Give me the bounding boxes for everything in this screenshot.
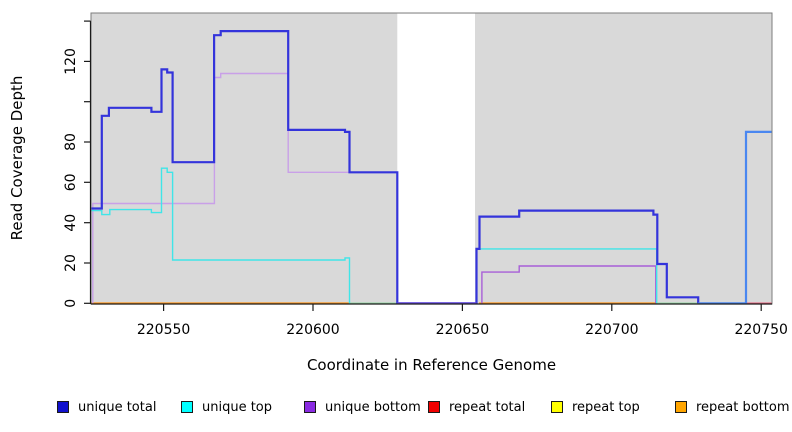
legend-item-unique-bottom: unique bottom bbox=[304, 396, 421, 418]
legend-label-repeat-total: repeat total bbox=[449, 399, 526, 415]
y-tick-label: 60 bbox=[63, 173, 79, 191]
legend-swatch-repeat-total bbox=[428, 401, 440, 413]
legend-swatch-unique-top bbox=[181, 401, 193, 413]
legend-label-unique-bottom: unique bottom bbox=[325, 399, 421, 415]
x-tick-label: 220600 bbox=[286, 322, 339, 338]
legend: unique total unique top unique bottom repea… bbox=[0, 396, 792, 422]
y-tick-label: 0 bbox=[63, 299, 79, 308]
series-unique-bottom-right bbox=[481, 265, 657, 304]
legend-item-repeat-bottom: repeat bottom bbox=[675, 396, 790, 418]
legend-label-repeat-top: repeat top bbox=[572, 399, 640, 415]
legend-item-repeat-top: repeat top bbox=[551, 396, 640, 418]
x-axis-title: Coordinate in Reference Genome bbox=[306, 356, 557, 374]
legend-item-unique-top: unique top bbox=[181, 396, 272, 418]
series-unique-bottom-left bbox=[92, 72, 398, 304]
legend-swatch-unique-bottom bbox=[304, 401, 316, 413]
y-axis-title: Read Coverage Depth bbox=[8, 75, 26, 241]
y-tick-label: 80 bbox=[63, 133, 79, 151]
legend-swatch-unique-total bbox=[57, 401, 69, 413]
plot-canvas: 220550 220600 220650 220700 220750 0 20 40 60 80 1… bbox=[63, 12, 788, 338]
legend-label-unique-total: unique total bbox=[78, 399, 157, 415]
legend-item-repeat-total: repeat total bbox=[428, 396, 525, 418]
legend-label-repeat-bottom: repeat bottom bbox=[696, 399, 790, 415]
x-tick-label: 220700 bbox=[585, 322, 638, 338]
y-tick-label: 20 bbox=[63, 254, 79, 272]
x-tick-label: 220750 bbox=[734, 322, 787, 338]
x-tick-label: 220650 bbox=[436, 322, 489, 338]
coverage-gap-region bbox=[397, 13, 475, 304]
legend-swatch-repeat-bottom bbox=[675, 401, 687, 413]
series-unique-total-right bbox=[698, 130, 772, 305]
series-unique-top-left bbox=[91, 167, 351, 304]
legend-swatch-repeat-top bbox=[551, 401, 563, 413]
y-tick-label: 120 bbox=[63, 48, 79, 75]
x-tick-label: 220550 bbox=[137, 322, 190, 338]
series-unique-total-main bbox=[91, 30, 700, 305]
legend-item-unique-total: unique total bbox=[57, 396, 156, 418]
legend-label-unique-top: unique top bbox=[202, 399, 273, 415]
y-tick-label: 40 bbox=[63, 214, 79, 232]
